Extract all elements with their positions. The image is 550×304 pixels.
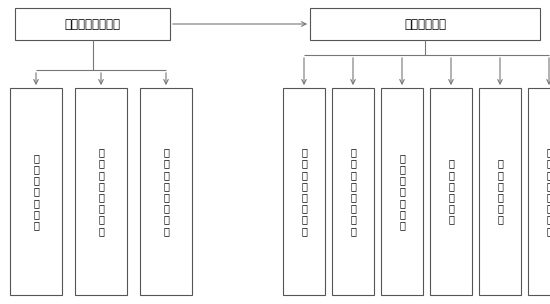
Text: 预
警
管
理
模
块: 预 警 管 理 模 块 — [448, 158, 454, 224]
Bar — [15, 8, 170, 40]
Bar — [10, 88, 62, 295]
Bar — [528, 88, 550, 295]
Bar — [283, 88, 325, 295]
Text: 数
据
预
处
理
模
块: 数 据 预 处 理 模 块 — [399, 153, 405, 230]
Text: 集
成
式
接
口
模
块: 集 成 式 接 口 模 块 — [33, 153, 39, 230]
Bar — [310, 8, 540, 40]
Text: 数
据
文
件
解
析
模
块: 数 据 文 件 解 析 模 块 — [350, 147, 356, 236]
Text: 车载数据收集装置: 车载数据收集装置 — [64, 18, 120, 30]
Text: 车
载
数
据
收
集
软
件: 车 载 数 据 收 集 软 件 — [98, 147, 104, 236]
Text: 故
障
诊
断
模
块: 故 障 诊 断 模 块 — [497, 158, 503, 224]
Bar — [332, 88, 374, 295]
Text: 图
形
综
合
分
析
模
块: 图 形 综 合 分 析 模 块 — [546, 147, 550, 236]
Bar — [430, 88, 472, 295]
Text: 车
载
数
据
上
传
软
件: 车 载 数 据 上 传 软 件 — [163, 147, 169, 236]
Bar — [75, 88, 127, 295]
Bar — [479, 88, 521, 295]
Bar — [140, 88, 192, 295]
Bar — [381, 88, 423, 295]
Text: 专家处理软件: 专家处理软件 — [404, 18, 446, 30]
Text: 数
据
文
件
接
收
模
块: 数 据 文 件 接 收 模 块 — [301, 147, 307, 236]
